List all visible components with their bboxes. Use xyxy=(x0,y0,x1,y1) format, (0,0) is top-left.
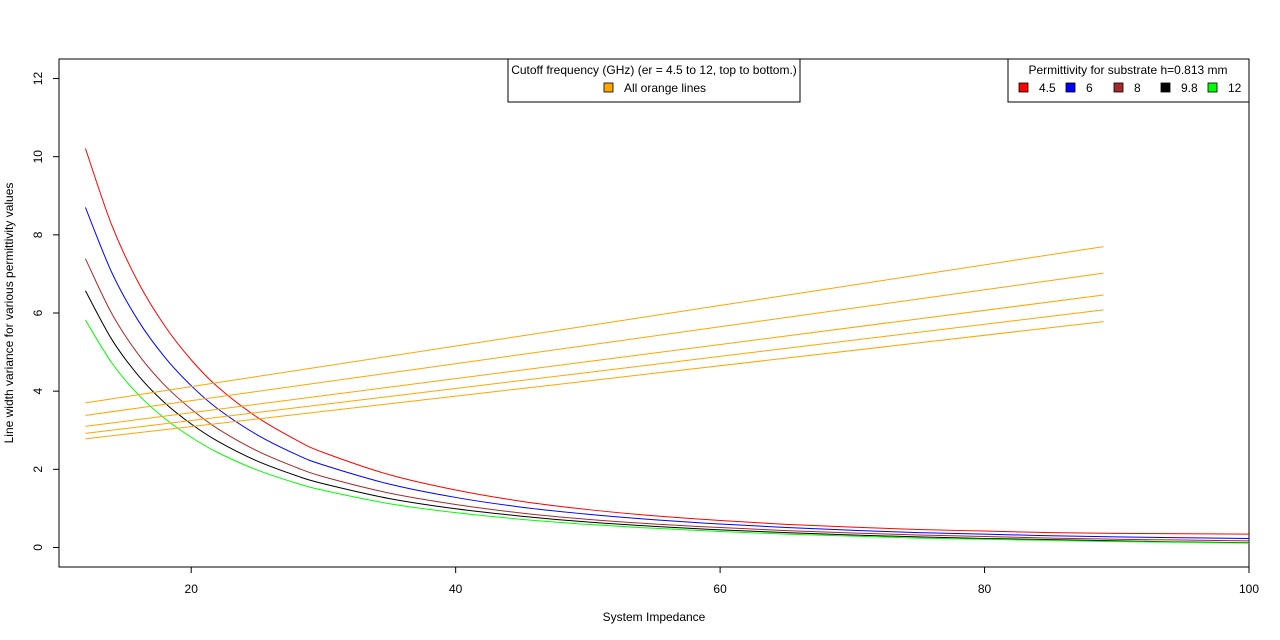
x-axis-label: System Impedance xyxy=(603,610,706,624)
series-line-6 xyxy=(84,207,1250,539)
x-tick-label: 20 xyxy=(185,582,199,596)
y-tick-label: 6 xyxy=(31,309,45,316)
y-axis-label: Line width variance for various permitti… xyxy=(2,183,16,444)
cutoff-line xyxy=(85,309,1104,434)
legend-cutoff-title: Cutoff frequency (GHz) (er = 4.5 to 12, … xyxy=(511,63,797,77)
legend-cutoff-box xyxy=(507,58,801,103)
y-tick-label: 0 xyxy=(31,544,45,551)
legend-entry-label: 8 xyxy=(1134,81,1141,95)
y-tick-label: 10 xyxy=(31,150,45,164)
legend-entry-label: 4.5 xyxy=(1039,81,1056,95)
legend-permittivity-entries: 4.5 6 8 9.8 12 xyxy=(1018,81,1242,95)
y-tick-label: 12 xyxy=(31,72,45,86)
cutoff-line xyxy=(85,294,1104,427)
cutoff-line xyxy=(85,272,1104,416)
cutoff-lines-layer xyxy=(85,246,1104,440)
legend-cutoff: Cutoff frequency (GHz) (er = 4.5 to 12, … xyxy=(507,58,801,103)
legend-cutoff-swatch xyxy=(603,82,614,93)
x-tick-label: 100 xyxy=(1239,582,1259,596)
legend-entry-label: 12 xyxy=(1228,81,1242,95)
legend-permittivity-box xyxy=(1007,58,1250,103)
x-axis: 20 40 60 80 100 xyxy=(185,567,1259,596)
legend-swatch xyxy=(1018,82,1029,93)
x-tick-label: 80 xyxy=(978,582,992,596)
series-line-4-5 xyxy=(84,148,1250,535)
series-layer xyxy=(84,148,1250,544)
y-axis: 0 2 4 6 8 10 12 xyxy=(31,72,59,551)
legend-swatch xyxy=(1113,82,1124,93)
legend-cutoff-label: All orange lines xyxy=(624,81,706,95)
legend-swatch xyxy=(1160,82,1171,93)
plot-frame xyxy=(58,58,1250,568)
legend-permittivity-title: Permittivity for substrate h=0.813 mm xyxy=(1028,63,1227,77)
cutoff-line xyxy=(85,246,1104,404)
y-tick-label: 2 xyxy=(31,466,45,473)
series-line-9-8 xyxy=(85,290,1250,544)
cutoff-line xyxy=(85,321,1104,440)
legend-entry-label: 6 xyxy=(1086,81,1093,95)
y-tick-label: 4 xyxy=(31,387,45,394)
x-tick-label: 60 xyxy=(713,582,727,596)
x-tick-label: 40 xyxy=(449,582,463,596)
legend-entry-label: 9.8 xyxy=(1181,81,1198,95)
legend-swatch xyxy=(1207,82,1218,93)
series-line-8 xyxy=(84,258,1250,542)
legend-swatch xyxy=(1065,82,1076,93)
y-tick-label: 8 xyxy=(31,231,45,238)
legend-permittivity: Permittivity for substrate h=0.813 mm 4.… xyxy=(1007,58,1250,103)
series-line-12 xyxy=(85,319,1250,544)
